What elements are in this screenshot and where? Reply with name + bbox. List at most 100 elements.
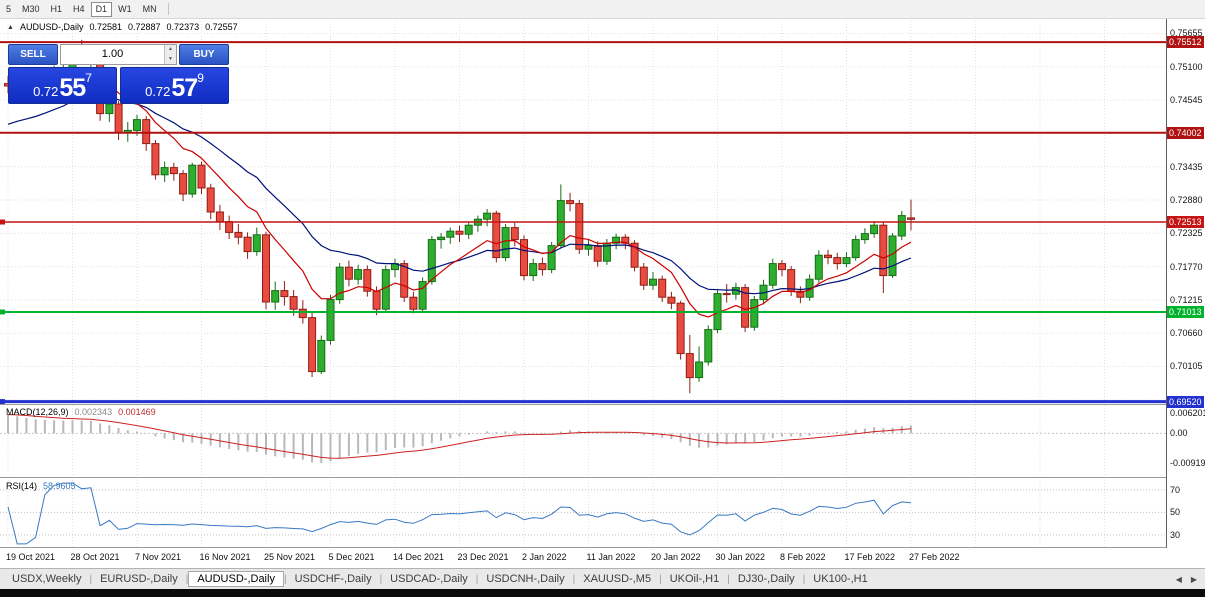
timeframe-button-w1[interactable]: W1 xyxy=(118,3,132,14)
tab-eurusd-daily[interactable]: EURUSD-,Daily xyxy=(100,573,178,585)
ma-slow-line xyxy=(7,93,912,295)
timeframe-button-m30[interactable]: M30 xyxy=(22,3,40,14)
ohlc-low: 0.72373 xyxy=(166,22,200,32)
tab-separator: | xyxy=(659,573,662,585)
time-axis-label: 25 Nov 2021 xyxy=(264,552,316,562)
tab-uk100-h1[interactable]: UK100-,H1 xyxy=(813,573,868,585)
buy-price-base: 0.72 xyxy=(145,84,171,99)
time-axis-label: 27 Feb 2022 xyxy=(909,552,960,562)
sell-price-big-digits: 55 xyxy=(59,74,86,102)
macd-axis-label: 0.006201 xyxy=(1170,408,1205,419)
macd-axis-label: 0.00 xyxy=(1170,428,1188,439)
tab-usdchf-daily[interactable]: USDCHF-,Daily xyxy=(294,573,372,585)
buy-price-big-digits: 57 xyxy=(171,74,198,102)
time-axis-label: 5 Dec 2021 xyxy=(328,552,375,562)
time-axis-label: 8 Feb 2022 xyxy=(780,552,826,562)
time-axis-label: 19 Oct 2021 xyxy=(6,552,56,562)
toolbar-separator xyxy=(167,3,169,15)
price-axis-label: 0.75100 xyxy=(1170,61,1203,72)
buy-price-display[interactable]: 0.72 57 9 xyxy=(120,67,229,104)
time-axis-label: 14 Dec 2021 xyxy=(393,552,445,562)
tab-separator: | xyxy=(727,573,730,585)
tab-separator: | xyxy=(89,573,93,585)
time-axis-label: 11 Jan 2022 xyxy=(586,552,636,562)
ma-fast-line xyxy=(7,71,912,318)
volume-increase-button[interactable]: ▲ xyxy=(165,45,176,55)
price-axis-label: 0.71770 xyxy=(1170,261,1203,272)
level-price-badge: 0.75512 xyxy=(1167,36,1204,49)
chart-symbol-period: AUDUSD-,Daily xyxy=(19,22,84,32)
ohlc-close: 0.72557 xyxy=(205,22,238,32)
tab-separator: | xyxy=(802,573,806,585)
volume-decrease-button[interactable]: ▼ xyxy=(165,54,176,64)
time-axis-label: 16 Nov 2021 xyxy=(199,552,251,562)
sell-button[interactable]: SELL xyxy=(8,44,58,65)
price-axis-label: 0.72325 xyxy=(1170,228,1203,239)
volume-spinner: ▲ ▼ xyxy=(164,45,176,64)
tab-ukoil-h1[interactable]: UKOil-,H1 xyxy=(669,573,720,585)
tab-usdx-weekly[interactable]: USDX,Weekly xyxy=(12,573,82,585)
ohlc-open: 0.72581 xyxy=(89,22,122,32)
level-price-badge: 0.74002 xyxy=(1167,126,1204,139)
price-axis-label: 0.74545 xyxy=(1170,95,1203,106)
tab-separator: | xyxy=(572,573,576,585)
ohlc-high: 0.72887 xyxy=(128,22,161,32)
volume-value[interactable]: 1.00 xyxy=(101,48,124,60)
tab-usdcnh-daily[interactable]: USDCNH-,Daily xyxy=(486,573,565,585)
tab-scroll-left-button[interactable]: ◀ xyxy=(1175,574,1182,584)
one-click-trade-panel: SELL 1.00 ▲ ▼ BUY 0.72 55 7 0.72 57 9 xyxy=(8,44,229,104)
trade-panel-controls: SELL 1.00 ▲ ▼ BUY xyxy=(8,44,229,65)
level-price-badge: 0.72513 xyxy=(1167,216,1204,228)
tab-separator: | xyxy=(475,573,479,585)
price-axis-label: 0.70105 xyxy=(1170,361,1203,372)
tab-separator: | xyxy=(185,573,189,585)
tab-xauusd-m5[interactable]: XAUUSD-,M5 xyxy=(583,573,652,585)
time-axis-label: 28 Oct 2021 xyxy=(70,552,120,562)
timeframe-button-h4[interactable]: H4 xyxy=(73,3,85,14)
timeframe-button-5[interactable]: 5 xyxy=(6,3,12,14)
tab-dj30-daily[interactable]: DJ30-,Daily xyxy=(737,573,795,585)
macd-signal-value: 0.001469 xyxy=(118,407,156,417)
volume-field[interactable]: 1.00 ▲ ▼ xyxy=(60,44,177,65)
tab-separator: | xyxy=(283,573,287,585)
timeframe-button-h1[interactable]: H1 xyxy=(50,3,63,14)
macd-axis-label: -0.00919 xyxy=(1170,458,1205,469)
time-axis-label: 30 Jan 2022 xyxy=(715,552,766,562)
rsi-axis-label: 70 xyxy=(1170,484,1181,495)
bottom-strip xyxy=(0,589,1205,597)
timeframe-button-d1[interactable]: D1 xyxy=(90,1,113,17)
sell-price-base: 0.72 xyxy=(33,84,59,99)
buy-button[interactable]: BUY xyxy=(179,44,229,65)
sell-price-display[interactable]: 0.72 55 7 xyxy=(8,67,117,104)
timeframe-button-mn[interactable]: MN xyxy=(142,3,157,14)
chart-ohlc-header: ▲ AUDUSD-,Daily 0.72581 0.72887 0.72373 … xyxy=(7,22,238,32)
level-price-badge: 0.71013 xyxy=(1167,306,1204,318)
rsi-value: 58.9605 xyxy=(43,481,76,491)
timeframe-toolbar: 5 M30 H1 H4 D1 W1 MN xyxy=(0,0,1205,19)
macd-header: MACD(12,26,9) 0.002343 0.001469 xyxy=(6,407,156,417)
rsi-line xyxy=(7,482,912,545)
tab-usdcad-daily[interactable]: USDCAD-,Daily xyxy=(390,573,468,585)
tab-separator: | xyxy=(379,573,383,585)
price-axis-label: 0.72880 xyxy=(1170,194,1203,205)
tab-scroll-right-button[interactable]: ▶ xyxy=(1190,574,1197,584)
macd-title: MACD(12,26,9) xyxy=(6,407,69,417)
tab-audusd-daily[interactable]: AUDUSD-,Daily xyxy=(188,571,284,587)
chart-tab-bar: USDX,Weekly | EURUSD-,Daily | AUDUSD-,Daily |… xyxy=(0,568,1205,589)
buy-price-pipette: 9 xyxy=(197,71,204,85)
price-axis-label: 0.71215 xyxy=(1170,294,1203,305)
time-axis-label: 23 Dec 2021 xyxy=(457,552,509,562)
time-axis-label: 2 Jan 2022 xyxy=(522,552,567,562)
rsi-axis-label: 50 xyxy=(1170,507,1181,518)
rsi-header: RSI(14) 58.9605 xyxy=(6,481,76,491)
macd-main-value: 0.002343 xyxy=(74,407,113,417)
rsi-axis-label: 30 xyxy=(1170,529,1181,540)
price-axis: 0.75655 0.75100 0.74545 0.73435 0.72880 0.723… xyxy=(1167,18,1205,548)
rsi-title: RSI(14) xyxy=(6,481,38,491)
level-price-badge: 0.69520 xyxy=(1167,395,1204,408)
price-axis-label: 0.73435 xyxy=(1170,161,1203,172)
trade-panel-prices: 0.72 55 7 0.72 57 9 xyxy=(8,67,229,104)
time-axis-label: 17 Feb 2022 xyxy=(844,552,896,562)
trade-panel-collapse-icon[interactable]: ▲ xyxy=(7,23,14,31)
